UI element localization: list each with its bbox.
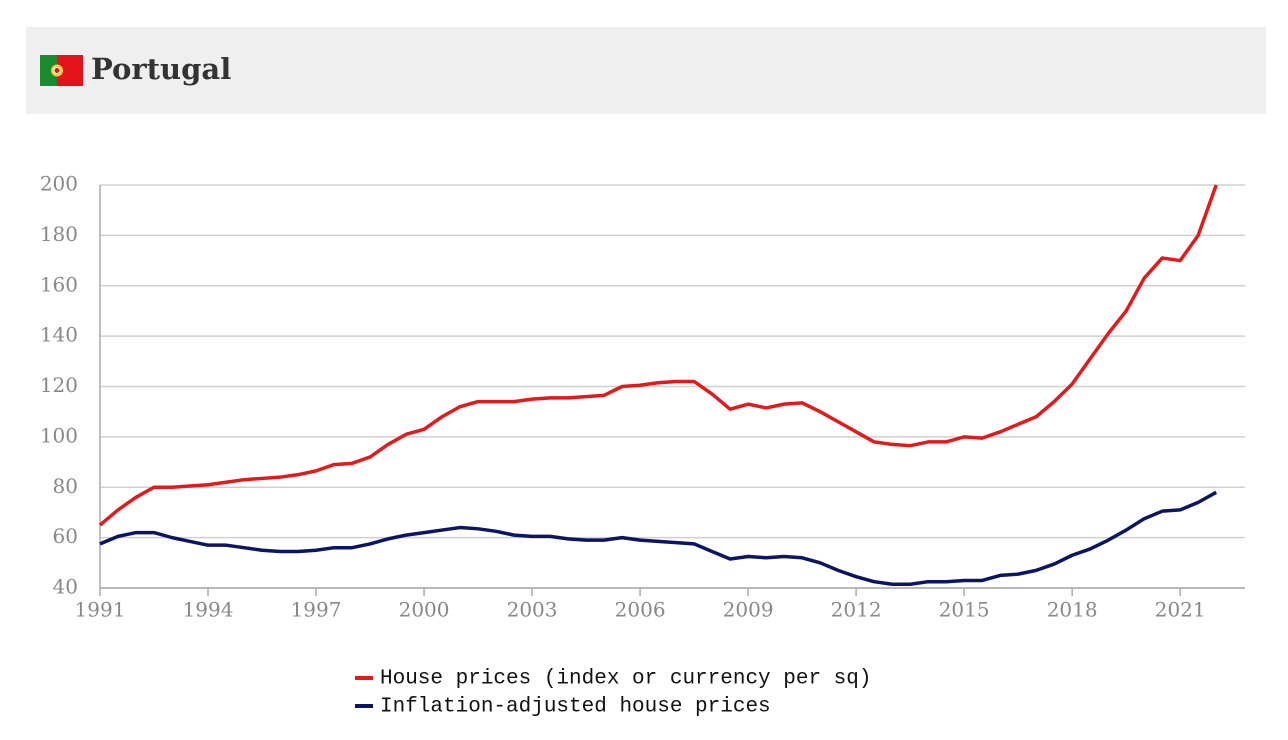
y-tick-label: 80	[53, 474, 78, 498]
x-tick-label: 2021	[1155, 598, 1206, 622]
x-tick-label: 2018	[1047, 598, 1098, 622]
x-tick-label: 2015	[939, 598, 990, 622]
y-tick-label: 100	[40, 423, 78, 447]
legend-label: Inflation-adjusted house prices	[380, 696, 771, 719]
y-tick-label: 140	[40, 323, 78, 347]
x-tick-label: 1991	[75, 598, 126, 622]
line	[99, 490, 1218, 586]
x-tick-label: 2006	[615, 598, 666, 622]
y-tick-label: 120	[40, 373, 78, 397]
x-tick-label: 1994	[183, 598, 234, 622]
y-tick-label: 60	[53, 524, 78, 548]
y-tick-label: 40	[53, 575, 78, 599]
flag	[40, 55, 83, 86]
y-tick-label: 200	[40, 172, 78, 196]
x-tick-label: 2012	[831, 598, 882, 622]
legend-label: House prices (index or currency per sq)	[380, 668, 871, 691]
x-tick-label: 2000	[399, 598, 450, 622]
line	[98, 184, 1218, 527]
x-tick-label: 2003	[507, 598, 558, 622]
y-tick-label: 160	[40, 272, 78, 296]
chart-title: Portugal	[91, 52, 231, 86]
y-tick-label: 180	[40, 222, 78, 246]
header-bar	[26, 27, 1266, 114]
x-tick-label: 1997	[291, 598, 342, 622]
x-tick-label: 2009	[723, 598, 774, 622]
